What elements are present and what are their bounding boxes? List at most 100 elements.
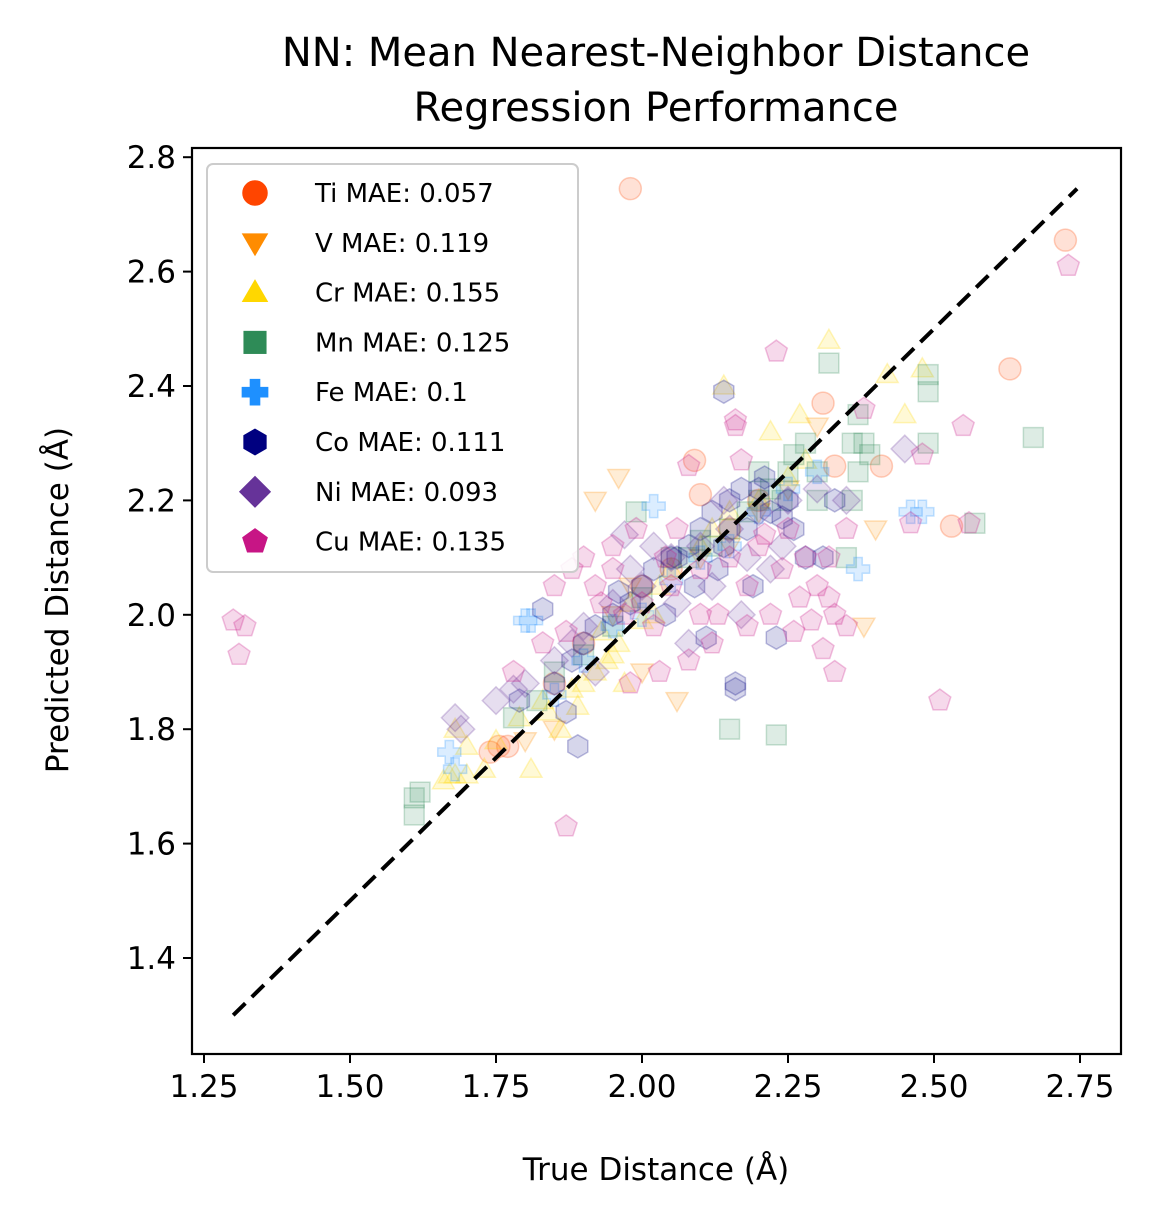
data-point — [910, 442, 935, 465]
data-point — [859, 443, 881, 466]
data-point — [584, 613, 607, 639]
y-tick-label: 2.4 — [127, 369, 176, 405]
data-point — [748, 461, 770, 483]
data-point — [753, 465, 776, 490]
data-point — [700, 630, 724, 654]
data-point — [773, 485, 803, 516]
data-point — [559, 676, 585, 698]
data-point — [713, 379, 735, 405]
data-point — [805, 573, 830, 597]
data-point — [688, 533, 713, 555]
data-point — [600, 606, 626, 628]
data-point — [724, 671, 747, 696]
data-point — [662, 588, 692, 619]
data-point — [606, 468, 631, 491]
data-point — [677, 533, 700, 559]
y-tick-label: 2.8 — [127, 140, 176, 176]
data-point — [917, 363, 939, 386]
data-point — [409, 781, 431, 803]
data-point — [627, 571, 657, 602]
data-point — [776, 516, 800, 540]
data-point — [498, 674, 529, 704]
data-point — [518, 756, 544, 778]
data-point — [706, 602, 730, 625]
data-point — [898, 499, 923, 525]
legend-label: Ni MAE: 0.093 — [315, 478, 498, 508]
data-point — [708, 485, 739, 516]
data-point — [658, 568, 684, 593]
y-tick-label: 1.4 — [127, 941, 176, 977]
data-point — [618, 590, 643, 613]
data-point — [812, 545, 834, 570]
data-point — [436, 739, 462, 765]
data-point — [841, 489, 863, 512]
data-point — [567, 733, 589, 759]
data-point — [442, 762, 468, 784]
data-point — [746, 533, 771, 557]
data-point — [928, 688, 952, 711]
data-point — [642, 556, 665, 582]
data-point — [664, 691, 690, 714]
legend: Ti MAE: 0.057 V MAE: 0.119 Cr MAE: 0.155 Mn… — [206, 163, 579, 573]
data-point — [759, 499, 782, 525]
data-point — [454, 733, 480, 756]
data-point — [565, 693, 590, 716]
data-point — [822, 454, 847, 478]
data-point — [845, 556, 871, 582]
data-point — [676, 453, 701, 477]
data-point — [647, 659, 672, 683]
chart-title-line-2: Regression Performance — [414, 85, 899, 131]
x-tick-label: 2.75 — [1045, 1069, 1114, 1105]
data-point — [823, 487, 846, 513]
chart-title-line-1: NN: Mean Nearest-Neighbor Distance — [282, 30, 1030, 76]
data-point — [536, 699, 561, 721]
data-point — [718, 718, 741, 740]
data-point — [688, 556, 713, 580]
data-point — [659, 557, 683, 581]
series-6 — [440, 434, 920, 744]
legend-marker — [238, 475, 272, 508]
data-point — [787, 402, 812, 424]
data-point — [542, 720, 567, 742]
data-point — [717, 545, 742, 568]
data-point — [735, 573, 759, 597]
x-tick-label: 1.25 — [169, 1069, 238, 1105]
data-point — [571, 670, 596, 693]
legend-marker — [241, 279, 269, 303]
data-point — [771, 505, 793, 530]
data-point — [660, 546, 682, 569]
data-point — [656, 542, 686, 573]
legend-label: Fe MAE: 0.1 — [315, 378, 468, 408]
y-tick-label: 2.6 — [127, 255, 176, 291]
legend-label: Ti MAE: 0.057 — [314, 179, 494, 209]
data-point — [233, 613, 257, 637]
data-point — [619, 590, 642, 616]
data-point — [666, 545, 688, 570]
data-point — [554, 813, 578, 837]
data-point — [682, 448, 707, 473]
data-point — [701, 499, 723, 525]
data-point — [752, 522, 777, 545]
data-point — [735, 613, 759, 637]
data-point — [629, 663, 655, 685]
data-point — [755, 554, 786, 584]
series-1 — [512, 417, 888, 754]
data-point — [834, 516, 859, 540]
data-point — [641, 602, 666, 624]
data-point — [615, 554, 646, 584]
data-point — [804, 417, 830, 439]
data-point — [638, 531, 669, 561]
data-point — [851, 617, 877, 639]
data-point — [431, 768, 456, 790]
data-point — [436, 762, 462, 784]
data-point — [618, 577, 643, 599]
data-point — [568, 611, 599, 642]
y-tick-label: 2.2 — [127, 483, 176, 519]
data-point — [822, 659, 847, 683]
data-point — [910, 499, 935, 525]
data-point — [724, 676, 747, 702]
data-point — [665, 516, 689, 540]
data-point — [811, 636, 835, 660]
legend-label: Mn MAE: 0.125 — [315, 328, 510, 358]
data-point — [917, 381, 939, 403]
